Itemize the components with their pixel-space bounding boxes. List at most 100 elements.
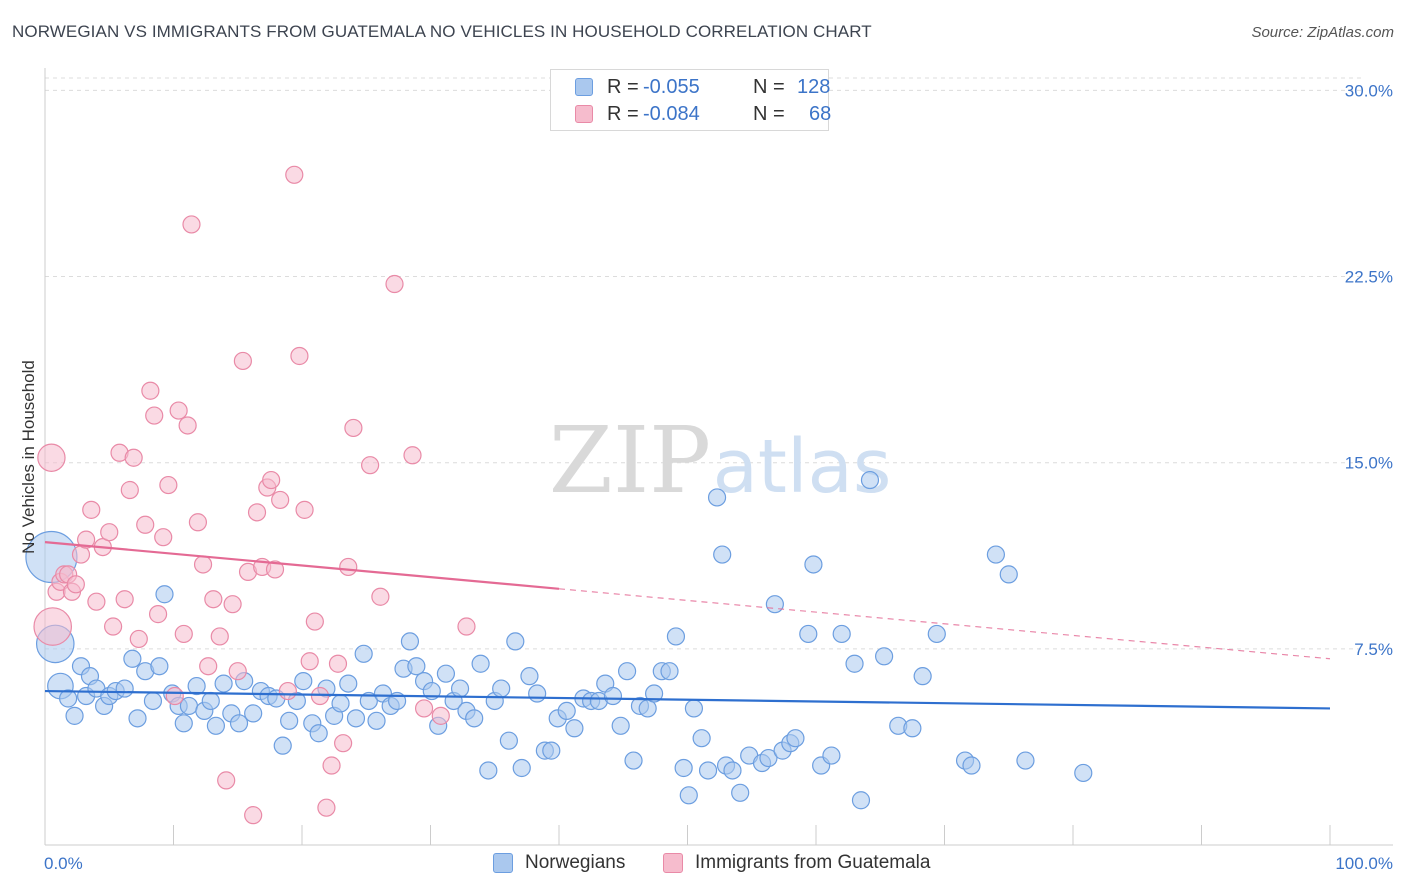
- data-point-norwegians: [407, 657, 426, 676]
- data-point-norwegians: [1074, 763, 1093, 783]
- data-point-guatemala: [104, 617, 123, 636]
- data-point-guatemala: [265, 560, 285, 579]
- y-tick-label: 7.5%: [1354, 640, 1393, 659]
- data-point-norwegians: [713, 545, 732, 564]
- data-point-guatemala: [278, 681, 297, 701]
- y-axis-label: No Vehicles in Household: [19, 360, 38, 554]
- data-point-guatemala: [247, 503, 267, 522]
- data-point-norwegians: [731, 783, 750, 802]
- data-point-guatemala: [33, 607, 73, 646]
- legend-swatch-pink: [575, 105, 593, 123]
- data-point-guatemala: [385, 274, 404, 294]
- data-point-guatemala: [188, 513, 208, 532]
- data-point-norwegians: [723, 761, 742, 780]
- data-point-guatemala: [87, 592, 106, 611]
- legend-item-norwegians[interactable]: Norwegians: [493, 852, 625, 874]
- data-point-norwegians: [206, 716, 226, 735]
- source-label: Source: ZipAtlas.com: [1251, 24, 1394, 41]
- legend-label-guatemala: Immigrants from Guatemala: [695, 852, 931, 873]
- data-point-norwegians: [143, 691, 163, 711]
- data-point-norwegians: [698, 761, 718, 780]
- data-point-guatemala: [271, 490, 290, 510]
- data-point-guatemala: [115, 590, 134, 609]
- data-point-guatemala: [154, 528, 173, 547]
- data-point-norwegians: [229, 714, 249, 733]
- legend-n-label: N =: [753, 75, 785, 98]
- x-tick-label-max: 100.0%: [1335, 854, 1393, 873]
- data-point-norwegians: [400, 632, 420, 651]
- legend-item-guatemala[interactable]: Immigrants from Guatemala: [663, 852, 930, 874]
- series-guatemala: [33, 165, 476, 825]
- data-point-norwegians: [367, 711, 386, 730]
- data-point-norwegians: [65, 706, 84, 725]
- data-point-norwegians: [822, 746, 841, 765]
- data-point-norwegians: [618, 662, 637, 681]
- data-point-norwegians: [201, 691, 220, 711]
- data-point-norwegians: [603, 686, 623, 706]
- data-point-norwegians: [674, 758, 693, 778]
- data-point-norwegians: [851, 791, 871, 810]
- stats-legend: R = -0.055 N = 128 R = -0.084 N = 68: [550, 69, 832, 131]
- legend-n-label: N =: [753, 102, 785, 125]
- data-point-norwegians: [660, 662, 679, 681]
- data-point-guatemala: [210, 627, 229, 646]
- data-point-guatemala: [228, 662, 247, 681]
- data-point-guatemala: [178, 416, 197, 435]
- watermark-atlas: atlas: [713, 424, 892, 510]
- data-point-norwegians: [692, 729, 711, 748]
- data-point-guatemala: [317, 798, 336, 817]
- data-point-guatemala: [310, 686, 330, 706]
- data-point-norwegians: [528, 684, 547, 703]
- y-tick-label: 30.0%: [1345, 81, 1393, 100]
- data-point-norwegians: [644, 684, 664, 703]
- watermark: ZIP atlas: [549, 407, 892, 514]
- trend-line-guatemala-extrapolated: [558, 588, 1331, 660]
- data-point-norwegians: [520, 667, 539, 686]
- data-point-guatemala: [37, 443, 66, 472]
- y-tick-label: 22.5%: [1345, 268, 1393, 287]
- data-point-norwegians: [512, 758, 531, 778]
- data-point-norwegians: [832, 624, 851, 644]
- data-point-guatemala: [328, 654, 348, 673]
- trend-line-guatemala: [44, 541, 560, 590]
- data-point-guatemala: [193, 555, 213, 574]
- data-point-norwegians: [123, 649, 142, 668]
- data-point-norwegians: [927, 624, 946, 644]
- data-point-guatemala: [204, 590, 223, 609]
- grid-lines: [45, 77, 1365, 650]
- data-point-norwegians: [331, 694, 350, 713]
- data-point-norwegians: [565, 719, 584, 738]
- data-point-guatemala: [305, 612, 324, 631]
- legend-swatch-blue: [493, 853, 513, 873]
- data-point-norwegians: [187, 676, 206, 696]
- data-point-guatemala: [82, 500, 101, 519]
- data-point-norwegians: [499, 731, 518, 750]
- data-point-norwegians: [786, 729, 805, 748]
- data-point-guatemala: [129, 629, 148, 649]
- legend-swatch-blue: [575, 78, 593, 96]
- legend-r-value: -0.084: [643, 102, 700, 125]
- data-point-norwegians: [128, 709, 147, 728]
- data-point-guatemala: [339, 557, 358, 577]
- data-point-norwegians: [624, 751, 643, 770]
- data-point-norwegians: [436, 664, 456, 683]
- legend-n-value: 68: [809, 102, 832, 125]
- watermark-zip: ZIP: [549, 407, 711, 514]
- data-point-norwegians: [860, 470, 880, 490]
- data-point-guatemala: [165, 686, 184, 706]
- data-point-norwegians: [479, 761, 498, 780]
- data-point-norwegians: [280, 711, 299, 730]
- data-point-guatemala: [124, 448, 143, 467]
- legend-row-norwegians: R = -0.055 N = 128: [575, 74, 830, 100]
- data-point-guatemala: [244, 806, 263, 825]
- data-point-guatemala: [148, 605, 168, 624]
- series-legend: Norwegians Immigrants from Guatemala: [0, 852, 1406, 878]
- data-point-norwegians: [346, 709, 366, 728]
- data-point-norwegians: [174, 714, 193, 733]
- data-point-norwegians: [759, 748, 778, 768]
- data-point-norwegians: [155, 585, 174, 604]
- data-point-guatemala: [169, 401, 188, 420]
- data-point-guatemala: [414, 699, 434, 718]
- data-point-guatemala: [159, 475, 178, 495]
